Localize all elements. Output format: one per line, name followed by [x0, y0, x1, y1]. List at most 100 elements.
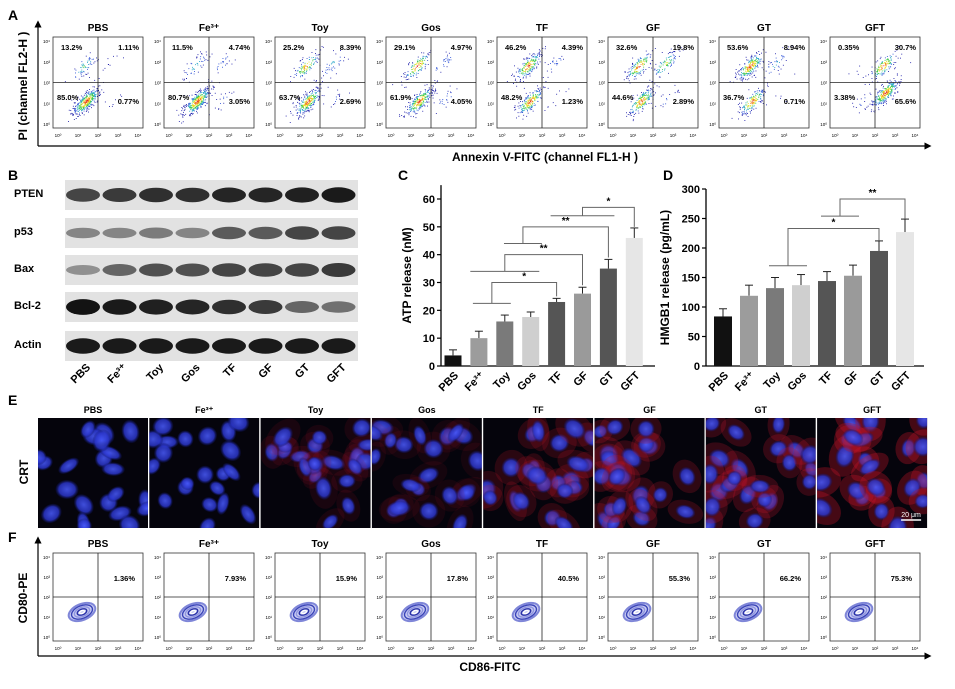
blot-band [102, 264, 137, 276]
bar-gos [522, 317, 540, 366]
crt-image: PBS [38, 405, 150, 528]
cd-plot-x-tick: 10³ [115, 646, 122, 651]
nucleus [847, 481, 867, 500]
significance-label: ** [540, 244, 548, 255]
annexin-plot-y-tick: 10² [487, 81, 494, 86]
nucleus [606, 515, 621, 528]
annexin-plot-x-tick: 10¹ [75, 133, 82, 138]
blot-band [248, 338, 283, 354]
crt-image: GT [705, 405, 818, 528]
annexin-plot-x-tick: 10⁴ [468, 133, 475, 138]
annexin-plot-y-tick: 10⁴ [154, 39, 161, 44]
cd-plot-x-tick: 10² [872, 646, 879, 651]
annexin-plot-y-tick: 10¹ [820, 101, 827, 106]
quadrant-ur-percent: 8.94% [784, 43, 806, 52]
cd-plot-y-tick: 10² [598, 595, 605, 600]
blot-band [248, 263, 283, 277]
blot-band [248, 226, 283, 240]
x-tick-label: TF [547, 369, 565, 387]
quadrant-ll-percent: 61.9% [390, 93, 412, 102]
cd-plot-y-tick: 10⁰ [154, 635, 161, 640]
nucleus [675, 504, 696, 519]
nucleus [101, 462, 125, 476]
nucleus [594, 424, 608, 439]
protein-label: Bax [14, 263, 35, 275]
annexin-plot-y-tick: 10³ [43, 60, 50, 65]
nucleus [417, 467, 440, 484]
nucleus [197, 426, 218, 446]
cd-plot-x-tick: 10³ [892, 646, 899, 651]
nucleus [371, 424, 383, 441]
quadrant-lr-percent: 3.05% [229, 97, 251, 106]
quadrant-ur-percent: 8.39% [340, 43, 362, 52]
annexin-plot-y-tick: 10¹ [487, 101, 494, 106]
annexin-plot-x-tick: 10⁰ [499, 133, 506, 138]
nucleus [458, 484, 475, 501]
y-tick-label: 50 [688, 332, 700, 344]
protein-label: Bcl-2 [14, 300, 41, 312]
annexin-plot-y-tick: 10² [820, 81, 827, 86]
nucleus [452, 514, 468, 528]
contour-line [78, 609, 86, 615]
bar-gt [870, 250, 888, 366]
blot-band [321, 301, 356, 313]
quadrant-ll-percent: 3.38% [834, 93, 856, 102]
significance-label: * [606, 196, 610, 207]
quadrant-ur-percent: 1.11% [118, 43, 139, 52]
nucleus [387, 500, 411, 517]
x-tick-label: Gos [785, 370, 809, 394]
nucleus [606, 419, 624, 436]
cd80-cd86-double-positive-percent: 75.3% [891, 574, 913, 583]
nucleus [727, 424, 745, 441]
cd80-cd86-double-positive-percent: 1.36% [114, 574, 136, 583]
annexin-plot-y-tick: 10⁴ [487, 39, 494, 44]
blot-band [285, 187, 319, 203]
cd-plot-title: PBS [88, 539, 109, 550]
nucleus [756, 492, 773, 508]
annexin-plot-x-tick: 10⁴ [357, 133, 364, 138]
x-tick-label: GT [868, 369, 887, 388]
crt-image-title: Fe³⁺ [195, 405, 214, 415]
blot-band [102, 227, 137, 239]
nucleus [220, 440, 242, 462]
cd80-cd86-plot: TF 10⁰ 10⁰ 10¹ 10¹ 10² 10² 10³ 10³ 10⁴ 10⁴ 40.5% [487, 539, 588, 651]
annexin-plot-y-tick: 10² [598, 81, 605, 86]
cd-plot-x-tick: 10⁴ [690, 646, 697, 651]
quadrant-ll-percent: 85.0% [57, 93, 79, 102]
contour-line [855, 609, 863, 615]
crt-image: Gos [371, 405, 484, 528]
annexin-plot-y-tick: 10³ [376, 60, 383, 65]
x-tick-label: PBS [437, 370, 461, 394]
nucleus [419, 501, 439, 521]
panel-label-c: C [398, 167, 408, 183]
blot-band [139, 299, 173, 315]
crt-image-title: TF [533, 405, 544, 415]
annexin-pi-plot: GF 10⁰ 10⁰ 10¹ 10¹ 10² 10² 10³ 10³ 10⁴ 10⁴ 32.6% 19.… [598, 23, 699, 138]
cd-plot-x-tick: 10⁰ [166, 646, 173, 651]
cd-plot-y-tick: 10¹ [487, 615, 494, 620]
bar-gt [599, 268, 617, 366]
cd-plot-x-tick: 10² [317, 646, 324, 651]
blot-band [321, 226, 356, 240]
nucleus [549, 433, 570, 452]
annexin-plot-y-tick: 10¹ [709, 101, 716, 106]
annexin-plot-x-tick: 10³ [892, 133, 899, 138]
blot-band [321, 338, 356, 354]
bar-tf [818, 281, 836, 366]
contour-line [744, 609, 752, 615]
cd-plot-y-tick: 10³ [820, 575, 827, 580]
nucleus [153, 443, 173, 463]
annexin-plot-x-tick: 10² [650, 133, 657, 138]
annexin-plot-x-tick: 10⁰ [832, 133, 839, 138]
nucleus [708, 449, 731, 468]
nucleus [209, 480, 226, 496]
significance-label: * [832, 218, 836, 229]
nucleus [566, 455, 590, 473]
annexin-plot-x-tick: 10² [539, 133, 546, 138]
annexin-plot-x-tick: 10³ [115, 133, 122, 138]
cd-plot-y-tick: 10⁴ [487, 555, 494, 560]
quadrant-ul-percent: 32.6% [616, 43, 638, 52]
panel-label-e: E [8, 392, 17, 408]
blot-band [321, 263, 356, 277]
annexin-plot-x-tick: 10² [428, 133, 435, 138]
